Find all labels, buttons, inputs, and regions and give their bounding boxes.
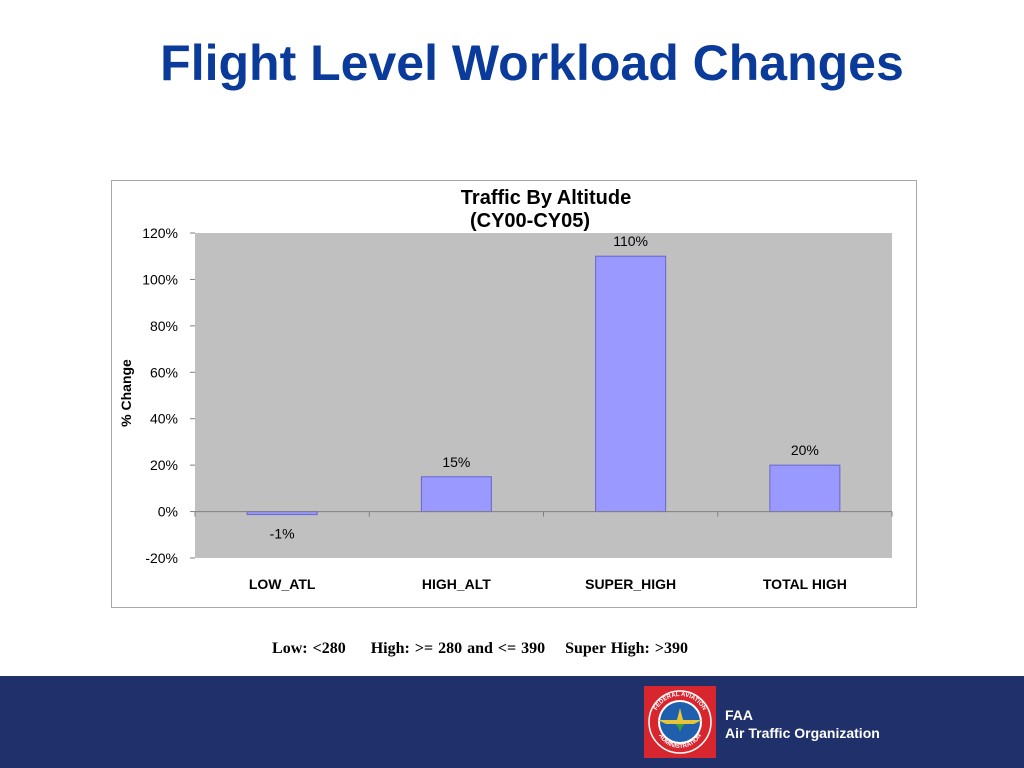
y-tick-label: 20% bbox=[150, 457, 178, 473]
footer-org-text: FAA Air Traffic Organization bbox=[725, 706, 880, 742]
y-tick-label: 80% bbox=[150, 318, 178, 334]
slide-title: Flight Level Workload Changes bbox=[160, 35, 904, 91]
footer-org-short: FAA bbox=[725, 707, 753, 723]
y-axis-ticks: -20% 0% 20% 40% 60% 80% 100% 120% bbox=[142, 225, 195, 566]
bar-total-high bbox=[769, 464, 841, 513]
bars-group: -1% 15% 110% 20% bbox=[246, 233, 841, 542]
chart-container: Traffic By Altitude (CY00-CY05) -20% 0% 20… bbox=[111, 180, 917, 608]
data-label: 20% bbox=[791, 442, 819, 458]
data-label: 15% bbox=[442, 454, 470, 470]
x-category-label: TOTAL HIGH bbox=[763, 576, 847, 592]
y-axis-label: % Change bbox=[118, 359, 134, 427]
x-category-label: HIGH_ALT bbox=[422, 576, 491, 592]
bar-chart: Traffic By Altitude (CY00-CY05) -20% 0% 20… bbox=[118, 187, 893, 592]
chart-subtitle: (CY00-CY05) bbox=[470, 210, 590, 232]
y-tick-label: 100% bbox=[142, 271, 178, 287]
footer-bar bbox=[0, 676, 1024, 768]
y-tick-label: 0% bbox=[158, 504, 178, 520]
data-label: -1% bbox=[270, 526, 295, 542]
x-category-label: LOW_ATL bbox=[249, 576, 316, 592]
footer-org-name: Air Traffic Organization bbox=[725, 725, 880, 741]
x-category-label: SUPER_HIGH bbox=[585, 576, 676, 592]
bar-super-high bbox=[595, 255, 667, 513]
bar-high-alt bbox=[420, 476, 492, 513]
faa-seal-logo: FEDERAL AVIATION ADMINISTRATION bbox=[644, 686, 716, 758]
y-tick-label: -20% bbox=[145, 550, 178, 566]
chart-title: Traffic By Altitude bbox=[461, 187, 631, 209]
data-label: 110% bbox=[613, 233, 648, 249]
altitude-definitions-note: Low: <280 High: >= 280 and <= 390 Super … bbox=[272, 640, 688, 657]
y-tick-label: 40% bbox=[150, 411, 178, 427]
y-tick-label: 120% bbox=[142, 225, 178, 241]
y-tick-label: 60% bbox=[150, 364, 178, 380]
x-axis-ticks: LOW_ATL HIGH_ALT SUPER_HIGH TOTAL HIGH bbox=[194, 511, 893, 592]
